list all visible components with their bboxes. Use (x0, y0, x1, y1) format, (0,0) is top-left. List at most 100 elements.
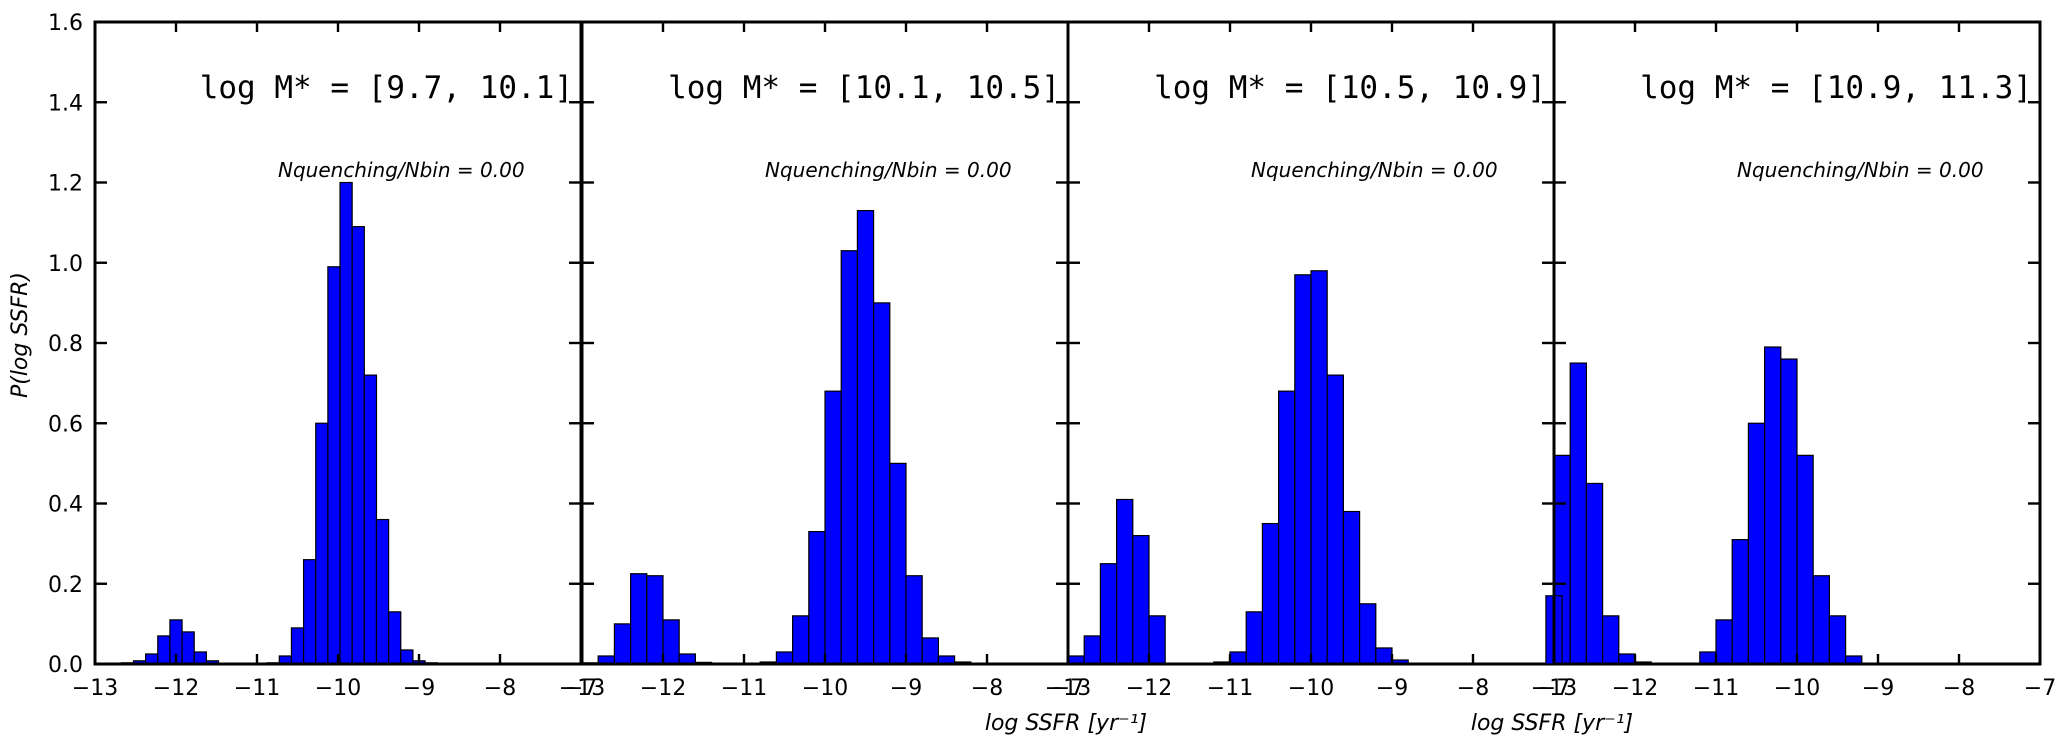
y-tick-label: 1.2 (48, 172, 83, 197)
x-tick-label: −12 (640, 676, 686, 701)
panel-4: −13 −12 −11 −10 −9 −8 −7 log M* = [10.9, 11.3] N… (1531, 20, 2056, 701)
quenching-fraction-label: Nquenching/Nbin = 0.00 (765, 158, 1012, 182)
histogram-bar (1812, 575, 1830, 665)
histogram-bar (1747, 422, 1766, 665)
x-tick-label: −7 (1538, 676, 1570, 701)
x-tick-label: −12 (1126, 676, 1172, 701)
y-tick-label: 0.8 (48, 332, 83, 357)
histogram-bar (678, 653, 697, 665)
histogram-bar (856, 209, 875, 665)
panel-1: −13 −12 −11 −10 −9 −8 −7 0.0 0.2 0.4 0.6 0.8 1.0 1.2 1… (48, 11, 597, 701)
histogram-bar (1294, 274, 1312, 665)
x-tick-label: −11 (1693, 676, 1739, 701)
quenching-fraction-label: Nquenching/Nbin = 0.00 (1251, 158, 1498, 182)
histogram-bar (808, 530, 826, 665)
histogram-bar (1780, 358, 1798, 665)
histogram-bar (400, 649, 414, 665)
histogram-bar (351, 226, 365, 665)
panel-title: log M* = [10.1, 10.5] (668, 70, 1060, 106)
x-tick-label: −13 (72, 676, 118, 701)
histogram-bar (290, 627, 305, 665)
histogram-bar (302, 559, 317, 665)
panel-2: −13 −12 −11 −10 −9 −8 −7 log M* = [10.1, 10.5] N… (559, 20, 1147, 736)
y-tick-label: 0.2 (48, 573, 83, 598)
panel-title: log M* = [10.9, 11.3] (1640, 70, 2032, 106)
histogram-bar (1358, 603, 1377, 665)
y-tick-label: 0.4 (48, 493, 83, 518)
histogram-bar (840, 250, 859, 665)
x-axis-label: log SSFR [yr⁻¹] (985, 711, 1147, 736)
histogram-bar (1796, 454, 1814, 665)
x-tick-label: −9 (1376, 676, 1408, 701)
x-tick-label: −13 (1531, 676, 1577, 701)
histogram-bar (1310, 270, 1328, 665)
x-tick-label: −9 (1862, 676, 1894, 701)
quenching-fraction-label: Nquenching/Nbin = 0.00 (1737, 158, 1984, 182)
panel-title: log M* = [9.7, 10.1] (200, 70, 573, 106)
histogram-bar (889, 462, 907, 665)
x-tick-label: −13 (1045, 676, 1091, 701)
histogram-bar (1375, 647, 1393, 665)
x-tick-label: −13 (559, 676, 605, 701)
x-tick-label: −8 (971, 676, 1003, 701)
histogram-bar (629, 573, 648, 665)
x-tick-label: −11 (1207, 676, 1253, 701)
x-tick-label: −9 (403, 676, 435, 701)
x-tick-label: −7 (1052, 676, 1084, 701)
histogram-bar (1099, 563, 1118, 665)
histogram-bar (824, 390, 842, 665)
x-axis-label: log SSFR [yr⁻¹] (1471, 711, 1633, 736)
x-tick-label: −10 (1774, 676, 1820, 701)
y-tick-label: 1.4 (48, 91, 83, 116)
histogram-bar (791, 615, 810, 665)
histogram-bar (315, 422, 329, 665)
histogram-bar (193, 651, 207, 665)
histogram-bar (181, 631, 195, 665)
histogram-bar (388, 611, 402, 665)
histogram-bar (662, 619, 680, 665)
histogram-bar (1229, 651, 1247, 665)
histogram-bar (1828, 615, 1847, 665)
histogram-bar (363, 374, 378, 665)
histogram-bar (145, 653, 159, 665)
histogram-bar (1245, 611, 1263, 665)
histogram-bar (1261, 522, 1280, 665)
histogram-bar (905, 575, 923, 665)
histogram-bar (1585, 482, 1604, 665)
histogram-bar (1132, 534, 1150, 665)
histogram-bar (613, 623, 632, 665)
x-tick-label: −11 (234, 676, 280, 701)
quenching-fraction-label: Nquenching/Nbin = 0.00 (278, 158, 525, 182)
y-tick-label: 0.0 (48, 653, 83, 678)
x-tick-label: −12 (153, 676, 199, 701)
histogram-bar (1731, 539, 1749, 665)
x-tick-label: −11 (721, 676, 767, 701)
x-tick-label: −9 (890, 676, 922, 701)
histogram-bar (1115, 498, 1134, 665)
y-axis-label: P(log SSFR) (8, 272, 33, 398)
histogram-bar (1715, 619, 1733, 665)
histogram-bar (1083, 635, 1101, 665)
y-tick-label: 0.6 (48, 412, 83, 437)
histogram-bar (375, 518, 390, 665)
histogram-bar (1699, 651, 1717, 665)
histogram-bar (1618, 653, 1636, 665)
x-tick-label: −7 (565, 676, 597, 701)
histogram-bar (1763, 346, 1782, 665)
panel-3: −13 −12 −11 −10 −9 −8 −7 log M* = [10.5, 10.9] N… (1045, 20, 1633, 736)
panels: −13 −12 −11 −10 −9 −8 −7 0.0 0.2 0.4 0.6 0.8 1.0 1.2 1… (48, 11, 2056, 736)
histogram-bar (646, 575, 664, 665)
histogram-bar (1569, 362, 1587, 665)
histogram-bar (1326, 374, 1344, 665)
histogram-bar (1601, 615, 1620, 665)
histogram-bar (339, 181, 353, 665)
y-tick-label: 1.0 (48, 252, 83, 277)
histogram-bar (775, 651, 794, 665)
histogram-bar (157, 635, 171, 665)
histogram-bar (1277, 390, 1296, 665)
histogram-bar (921, 637, 940, 665)
x-tick-label: −12 (1612, 676, 1658, 701)
histogram-bar (327, 266, 341, 665)
panel-title: log M* = [10.5, 10.9] (1154, 70, 1546, 106)
